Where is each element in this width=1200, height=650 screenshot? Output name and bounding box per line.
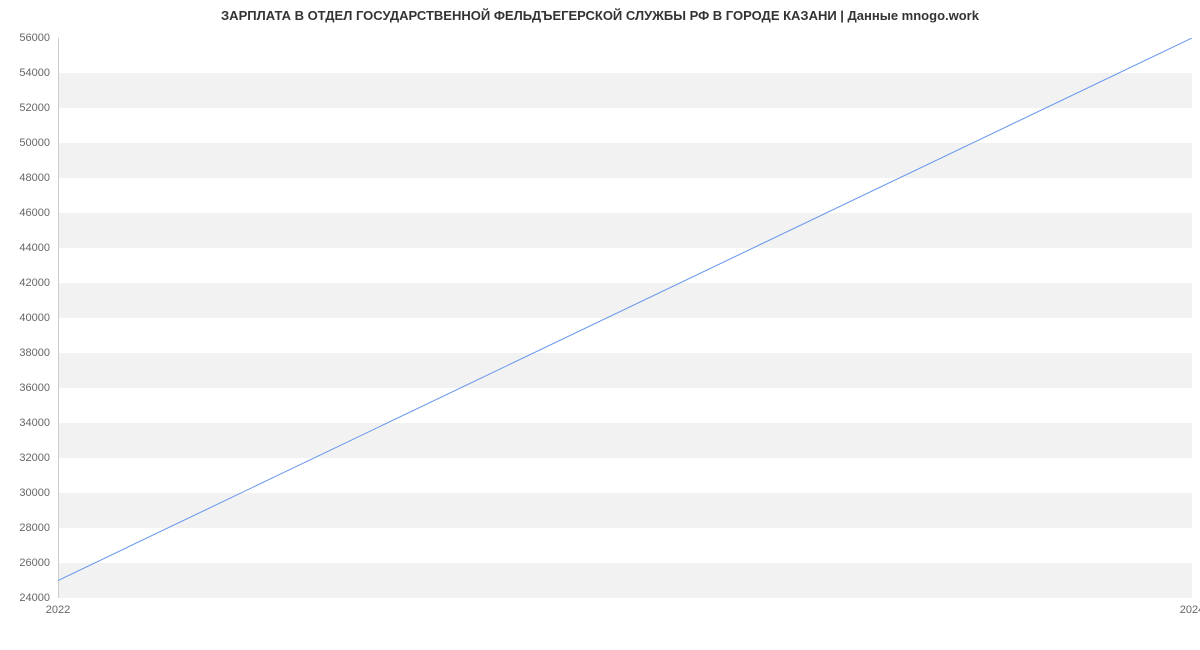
y-tick-label: 32000 bbox=[19, 452, 50, 464]
y-tick-label: 44000 bbox=[19, 242, 50, 254]
y-tick-label: 36000 bbox=[19, 382, 50, 394]
y-tick-label: 54000 bbox=[19, 67, 50, 79]
y-tick-label: 24000 bbox=[19, 592, 50, 604]
y-tick-label: 38000 bbox=[19, 347, 50, 359]
salary-line-chart: ЗАРПЛАТА В ОТДЕЛ ГОСУДАРСТВЕННОЙ ФЕЛЬДЪЕ… bbox=[0, 0, 1200, 650]
y-tick-label: 34000 bbox=[19, 417, 50, 429]
plot-area: 2400026000280003000032000340003600038000… bbox=[58, 38, 1192, 598]
y-tick-label: 52000 bbox=[19, 102, 50, 114]
x-tick-label: 2024 bbox=[1180, 604, 1200, 616]
y-tick-label: 28000 bbox=[19, 522, 50, 534]
y-tick-label: 42000 bbox=[19, 277, 50, 289]
y-tick-label: 48000 bbox=[19, 172, 50, 184]
y-tick-label: 40000 bbox=[19, 312, 50, 324]
y-tick-label: 46000 bbox=[19, 207, 50, 219]
y-tick-label: 26000 bbox=[19, 557, 50, 569]
x-tick-label: 2022 bbox=[46, 604, 70, 616]
chart-title: ЗАРПЛАТА В ОТДЕЛ ГОСУДАРСТВЕННОЙ ФЕЛЬДЪЕ… bbox=[0, 8, 1200, 23]
y-tick-label: 56000 bbox=[19, 32, 50, 44]
y-tick-label: 50000 bbox=[19, 137, 50, 149]
y-tick-label: 30000 bbox=[19, 487, 50, 499]
